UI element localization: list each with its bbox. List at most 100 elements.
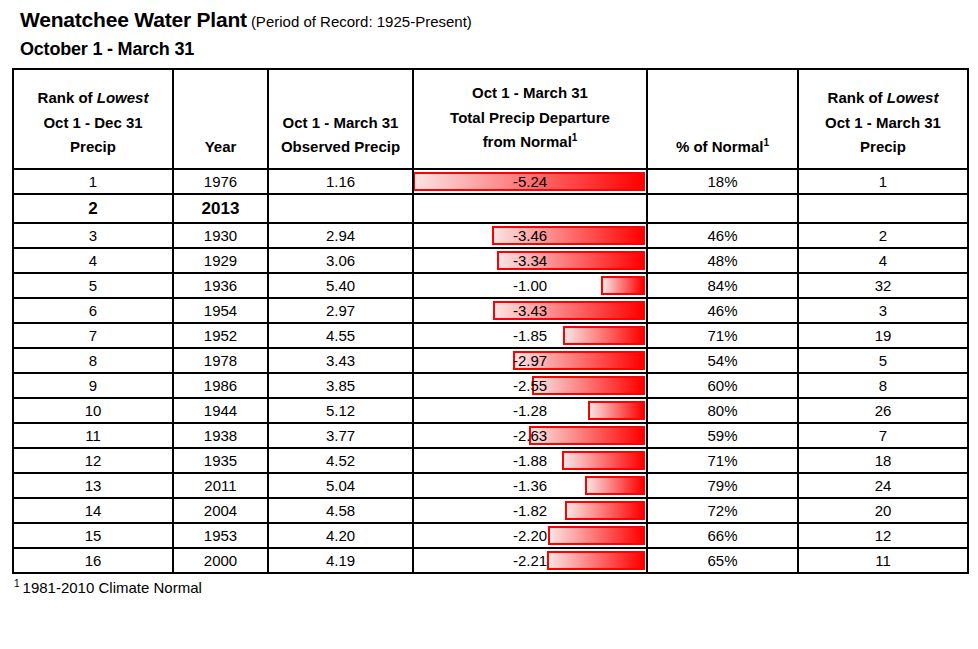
year-cell: 1986 <box>173 373 268 398</box>
observed-precip-cell: 3.43 <box>268 348 413 373</box>
rank-oct-mar-cell: 11 <box>798 548 968 573</box>
rank-oct-dec-cell: 10 <box>13 398 173 423</box>
station-title: Wenatchee Water Plant <box>20 8 247 31</box>
departure-data-bar <box>547 551 645 570</box>
table-row: 22013 <box>13 194 968 223</box>
pct-of-normal-cell: 48% <box>647 248 798 273</box>
pct-of-normal-cell: 71% <box>647 323 798 348</box>
footnote-text: 1981-2010 Climate Normal <box>23 579 202 596</box>
rank-oct-mar-cell: 5 <box>798 348 968 373</box>
table-row: 319302.94-3.4646%2 <box>13 223 968 248</box>
departure-cell: -1.28 <box>413 398 647 423</box>
rank-oct-dec-cell: 11 <box>13 423 173 448</box>
rank-oct-mar-cell: 24 <box>798 473 968 498</box>
departure-value: -2.21 <box>513 552 547 569</box>
table-row: 919863.85-2.5560%8 <box>13 373 968 398</box>
table-row: 1420044.58-1.8272%20 <box>13 498 968 523</box>
departure-value: -1.85 <box>513 327 547 344</box>
year-cell: 1978 <box>173 348 268 373</box>
rank-oct-dec-cell: 4 <box>13 248 173 273</box>
year-cell: 1976 <box>173 169 268 194</box>
rank-oct-mar-cell: 7 <box>798 423 968 448</box>
departure-data-bar <box>548 526 645 545</box>
departure-value: -1.88 <box>513 452 547 469</box>
observed-precip-cell: 2.97 <box>268 298 413 323</box>
rank-oct-dec-cell: 7 <box>13 323 173 348</box>
table-row: 1119383.77-2.6359%7 <box>13 423 968 448</box>
departure-value: -1.00 <box>513 277 547 294</box>
column-header-year: Year <box>173 69 268 169</box>
observed-precip-cell: 3.85 <box>268 373 413 398</box>
year-cell: 1930 <box>173 223 268 248</box>
table-row: 1320115.04-1.3679%24 <box>13 473 968 498</box>
footnote-marker: 1 <box>14 578 20 589</box>
table-row: 1620004.19-2.2165%11 <box>13 548 968 573</box>
departure-cell: -2.97 <box>413 348 647 373</box>
observed-precip-cell: 1.16 <box>268 169 413 194</box>
precip-table: Rank of LowestOct 1 - Dec 31PrecipYearOc… <box>12 68 969 574</box>
year-cell: 1954 <box>173 298 268 323</box>
observed-precip-cell: 5.12 <box>268 398 413 423</box>
table-row: 1519534.20-2.2066%12 <box>13 523 968 548</box>
departure-cell: -3.43 <box>413 298 647 323</box>
table-row: 419293.06-3.3448%4 <box>13 248 968 273</box>
departure-cell: -3.34 <box>413 248 647 273</box>
column-header-observed: Oct 1 - March 31Observed Precip <box>268 69 413 169</box>
year-cell: 1952 <box>173 323 268 348</box>
pct-of-normal-cell: 46% <box>647 223 798 248</box>
rank-oct-mar-cell: 32 <box>798 273 968 298</box>
observed-precip-cell: 5.40 <box>268 273 413 298</box>
departure-data-bar <box>588 401 645 420</box>
year-cell: 1929 <box>173 248 268 273</box>
departure-data-bar <box>585 476 645 495</box>
rank-oct-dec-cell: 2 <box>13 194 173 223</box>
rank-oct-dec-cell: 6 <box>13 298 173 323</box>
pct-of-normal-cell: 80% <box>647 398 798 423</box>
table-row: 719524.55-1.8571%19 <box>13 323 968 348</box>
departure-cell: -2.20 <box>413 523 647 548</box>
rank-oct-mar-cell: 26 <box>798 398 968 423</box>
departure-value: -2.63 <box>513 427 547 444</box>
rank-oct-dec-cell: 16 <box>13 548 173 573</box>
rank-oct-mar-cell: 4 <box>798 248 968 273</box>
observed-precip-cell: 4.52 <box>268 448 413 473</box>
rank-oct-mar-cell <box>798 194 968 223</box>
rank-oct-dec-cell: 15 <box>13 523 173 548</box>
departure-data-bar <box>532 376 645 395</box>
pct-of-normal-cell: 60% <box>647 373 798 398</box>
column-header-rank-oct-dec: Rank of LowestOct 1 - Dec 31Precip <box>13 69 173 169</box>
departure-value: -2.97 <box>513 352 547 369</box>
departure-cell: -1.00 <box>413 273 647 298</box>
departure-value: -1.82 <box>513 502 547 519</box>
observed-precip-cell: 4.20 <box>268 523 413 548</box>
rank-oct-mar-cell: 2 <box>798 223 968 248</box>
departure-value: -5.24 <box>513 173 547 190</box>
year-cell: 1944 <box>173 398 268 423</box>
departure-cell: -1.82 <box>413 498 647 523</box>
pct-of-normal-cell: 79% <box>647 473 798 498</box>
table-header-row: Rank of LowestOct 1 - Dec 31PrecipYearOc… <box>13 69 968 169</box>
column-header-departure: Oct 1 - March 31Total Precip Departurefr… <box>413 69 647 169</box>
rank-oct-dec-cell: 13 <box>13 473 173 498</box>
rank-oct-dec-cell: 14 <box>13 498 173 523</box>
table-row: 519365.40-1.0084%32 <box>13 273 968 298</box>
departure-cell: -2.63 <box>413 423 647 448</box>
departure-cell: -1.85 <box>413 323 647 348</box>
rank-oct-dec-cell: 12 <box>13 448 173 473</box>
pct-of-normal-cell: 59% <box>647 423 798 448</box>
observed-precip-cell: 3.77 <box>268 423 413 448</box>
report-page: Wenatchee Water Plant(Period of Record: … <box>0 0 978 596</box>
column-header-rank-oct-mar: Rank of LowestOct 1 - March 31Precip <box>798 69 968 169</box>
year-cell: 2013 <box>173 194 268 223</box>
rank-oct-mar-cell: 1 <box>798 169 968 194</box>
rank-oct-mar-cell: 3 <box>798 298 968 323</box>
departure-cell: -2.55 <box>413 373 647 398</box>
observed-precip-cell: 4.55 <box>268 323 413 348</box>
pct-of-normal-cell: 71% <box>647 448 798 473</box>
table-row: 1019445.12-1.2880%26 <box>13 398 968 423</box>
period-of-record: (Period of Record: 1925-Present) <box>251 13 472 30</box>
departure-cell: -5.24 <box>413 169 647 194</box>
departure-cell: -1.88 <box>413 448 647 473</box>
pct-of-normal-cell: 46% <box>647 298 798 323</box>
year-cell: 1953 <box>173 523 268 548</box>
